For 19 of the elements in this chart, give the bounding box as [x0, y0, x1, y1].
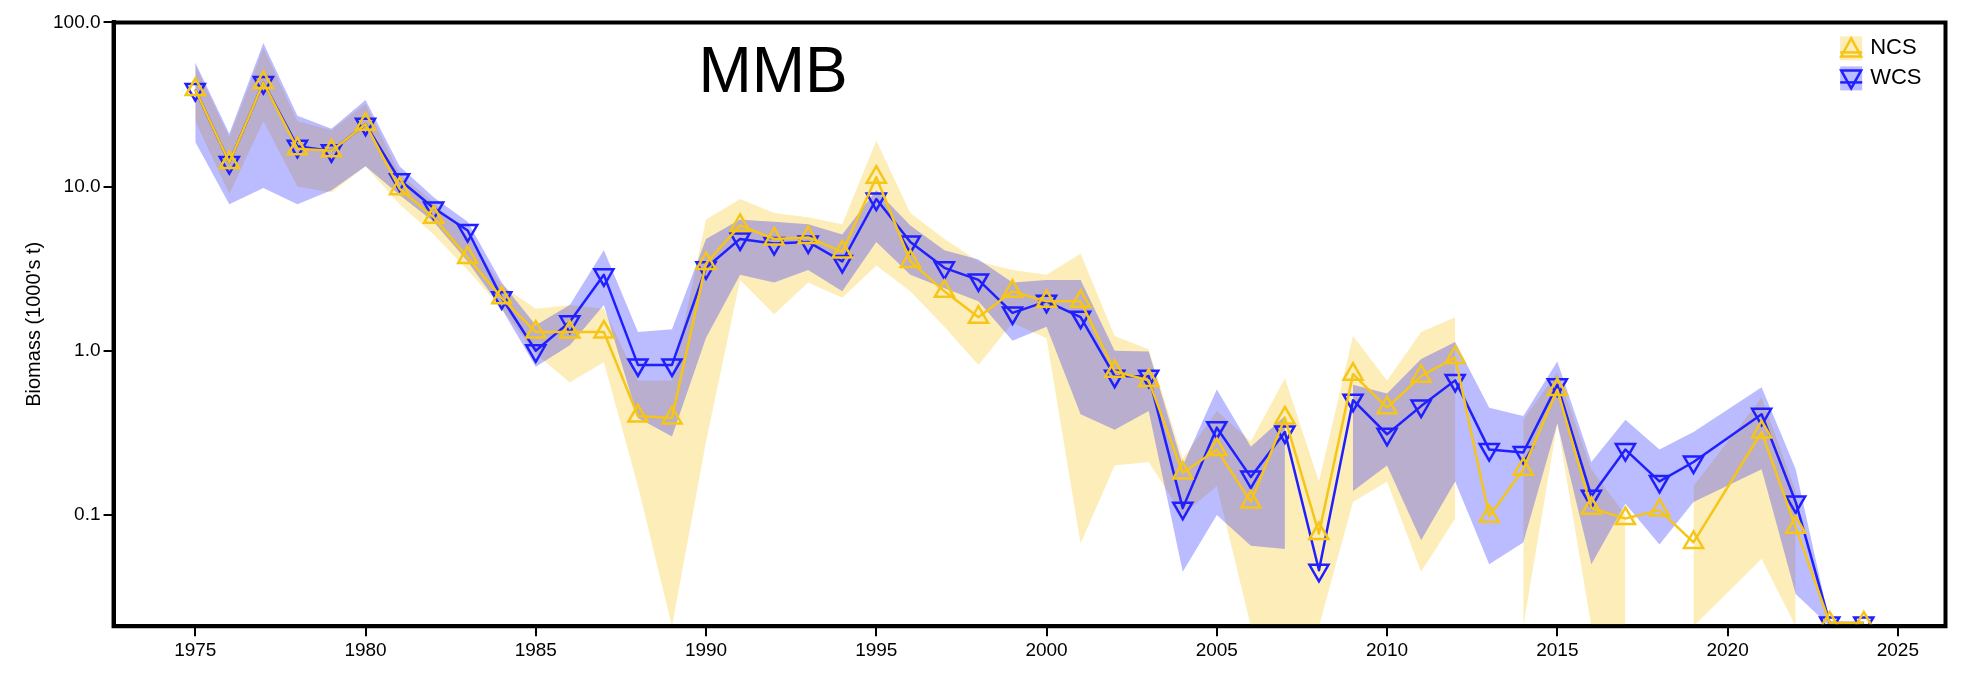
- y-axis-title: Biomass (1000's t): [21, 241, 44, 407]
- x-tick-label: 1995: [855, 638, 898, 660]
- x-tick-label: 2025: [1876, 638, 1919, 660]
- legend-label: NCS: [1870, 34, 1917, 60]
- x-tick-label: 2010: [1365, 638, 1409, 660]
- y-tick-label: 100.0: [53, 10, 101, 32]
- y-tick-label: 10.0: [63, 174, 101, 196]
- y-tick-label: 0.1: [74, 503, 101, 525]
- chart-title: MMB: [698, 34, 848, 107]
- x-tick-label: 2000: [1025, 638, 1068, 660]
- x-tick-label: 2020: [1706, 638, 1749, 660]
- x-tick-label: 1975: [174, 638, 217, 660]
- legend-label: WCS: [1870, 64, 1922, 90]
- y-tick-label: 1.0: [74, 338, 101, 360]
- x-tick-label: 2005: [1195, 638, 1238, 660]
- x-tick-label: 2015: [1536, 638, 1579, 660]
- x-tick-label: 1990: [684, 638, 728, 660]
- x-tick-label: 1985: [514, 638, 557, 660]
- x-tick-label: 1980: [344, 638, 387, 660]
